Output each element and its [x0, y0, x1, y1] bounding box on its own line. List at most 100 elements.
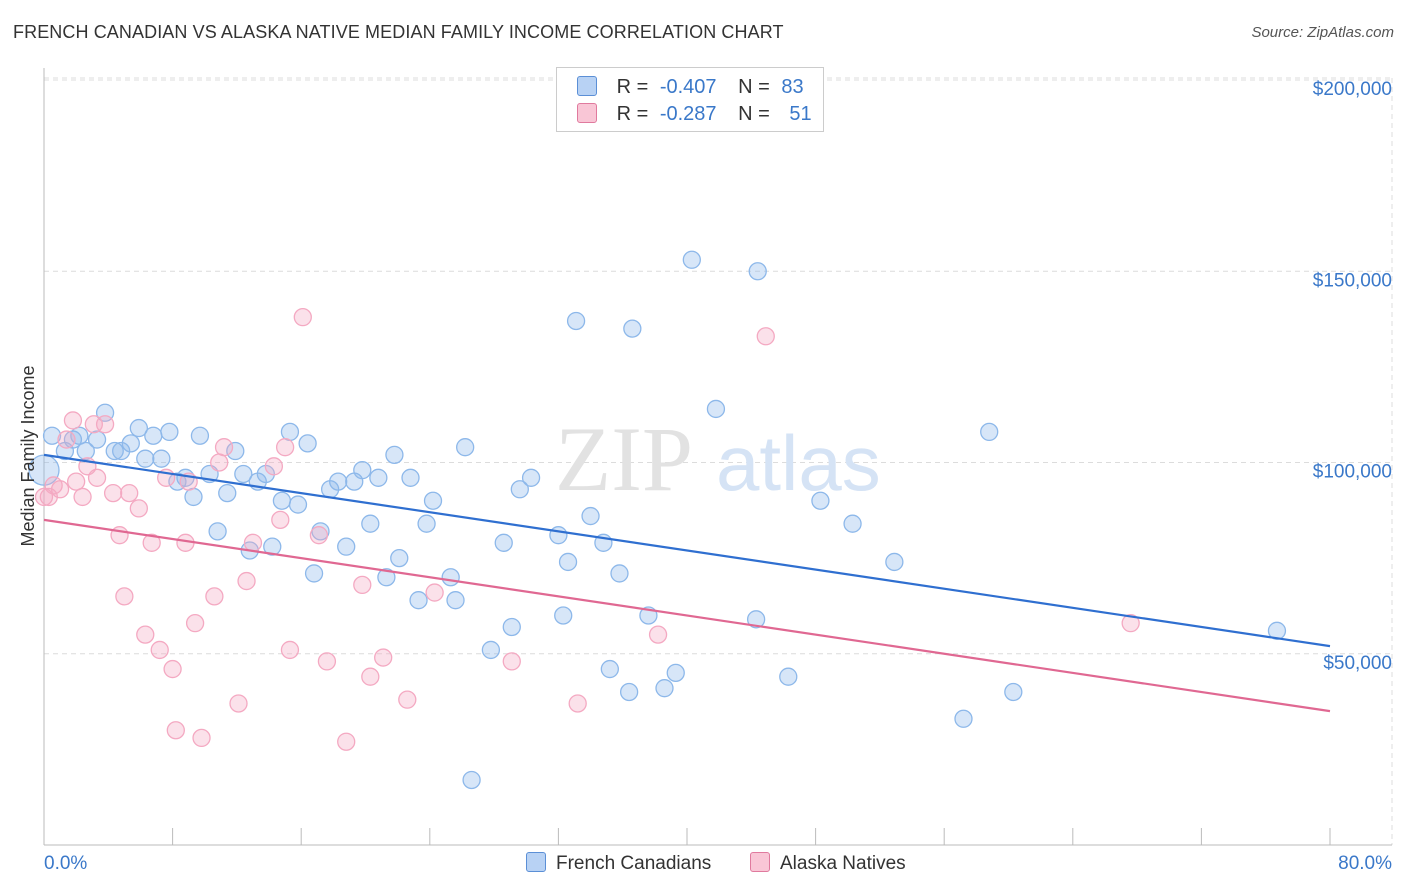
- data-point: [160, 422, 179, 442]
- correlation-legend: R = -0.407 N = 83 R = -0.287 N = 51: [556, 67, 824, 132]
- data-point: [280, 422, 300, 442]
- data-point: [554, 606, 573, 625]
- legend-n-label: N =: [738, 76, 770, 98]
- data-point: [309, 526, 329, 545]
- data-point: [214, 438, 234, 457]
- data-point: [57, 430, 76, 449]
- legend-n-value: 83: [781, 76, 804, 98]
- data-point: [103, 483, 123, 503]
- data-point: [87, 468, 107, 487]
- source-label: Source: ZipAtlas.com: [1251, 24, 1394, 41]
- data-point: [811, 491, 830, 510]
- watermark-zip: ZIP: [555, 408, 693, 510]
- data-point: [264, 457, 284, 476]
- data-point: [150, 640, 169, 660]
- data-point: [234, 464, 253, 484]
- bottom-legend-french-canadians: French Canadians: [526, 852, 711, 875]
- trend-lines: [43, 453, 1331, 713]
- data-point: [885, 552, 904, 572]
- data-point: [87, 430, 107, 449]
- axis-labels: $50,000 $100,000 $150,000 $200,000 0.0% 80.0%…: [18, 79, 1392, 874]
- data-point: [600, 659, 619, 679]
- data-point: [42, 426, 62, 445]
- chart-title: FRENCH CANADIAN VS ALASKA NATIVE MEDIAN …: [13, 22, 784, 42]
- data-point: [272, 491, 292, 510]
- data-point: [655, 679, 674, 698]
- data-point: [361, 667, 380, 686]
- data-point: [417, 514, 436, 533]
- data-point: [502, 652, 521, 671]
- data-point: [581, 506, 600, 526]
- data-point: [105, 441, 124, 461]
- data-point: [142, 533, 161, 552]
- data-point: [980, 422, 999, 442]
- series-alaska-natives: [34, 307, 1140, 751]
- data-point: [549, 526, 568, 545]
- data-point: [243, 533, 263, 552]
- data-point: [510, 480, 529, 499]
- data-point: [337, 732, 356, 751]
- legend-r-label: R =: [616, 76, 649, 98]
- data-point: [409, 591, 428, 610]
- watermark-atlas: atlas: [716, 419, 881, 507]
- data-point: [218, 483, 237, 503]
- data-point: [446, 591, 465, 610]
- data-point: [163, 659, 182, 679]
- data-point: [494, 533, 513, 552]
- watermark: ZIP atlas: [555, 408, 881, 510]
- data-point: [954, 709, 973, 728]
- data-point: [337, 537, 356, 556]
- data-point: [226, 441, 245, 461]
- legend-n-value: 51: [789, 103, 812, 125]
- data-point: [456, 438, 475, 457]
- data-point: [619, 682, 639, 702]
- data-point: [369, 468, 388, 487]
- data-point: [271, 510, 290, 530]
- trend-line: [43, 518, 1331, 713]
- data-point: [353, 460, 372, 480]
- data-point: [374, 648, 393, 667]
- y-tick-label: $100,000: [1313, 462, 1392, 483]
- bottom-legend-swatch-pink: [750, 852, 770, 872]
- data-point: [73, 487, 92, 507]
- data-point: [210, 453, 229, 472]
- data-point: [144, 426, 163, 445]
- data-point: [192, 728, 211, 748]
- data-point: [329, 472, 348, 491]
- data-point: [748, 262, 767, 281]
- data-point: [648, 625, 668, 644]
- data-point: [237, 571, 256, 591]
- data-point: [521, 468, 541, 487]
- data-point: [666, 663, 685, 683]
- bottom-legend-label: French Canadians: [556, 853, 712, 874]
- legend-r-label: R =: [616, 103, 649, 125]
- y-axis-label: Median Family Income: [18, 365, 38, 546]
- data-point: [67, 472, 86, 491]
- data-point: [398, 690, 417, 709]
- bottom-legend-alaska-natives: Alaska Natives: [750, 852, 906, 875]
- legend-swatch-blue: [577, 76, 597, 96]
- data-point: [390, 548, 409, 568]
- bottom-legend-swatch-blue: [526, 852, 546, 872]
- y-tick-label: $150,000: [1313, 270, 1392, 291]
- legend-row-french-canadians: R = -0.407 N = 83: [577, 76, 804, 99]
- data-point: [746, 610, 766, 629]
- data-point: [152, 449, 171, 468]
- data-point: [304, 564, 324, 583]
- legend-row-alaska-natives: R = -0.287 N = 51: [577, 103, 812, 126]
- data-point: [275, 438, 295, 457]
- data-point: [112, 441, 131, 461]
- data-point: [76, 441, 95, 461]
- data-point: [558, 552, 578, 572]
- data-point: [166, 721, 185, 740]
- data-point: [401, 468, 420, 487]
- data-point: [361, 514, 380, 533]
- data-point: [623, 319, 642, 338]
- data-point: [280, 640, 300, 660]
- y-tick-label: $50,000: [1323, 653, 1392, 674]
- data-point: [756, 327, 775, 346]
- legend-r-value: -0.407: [659, 76, 717, 98]
- axes: [43, 68, 1392, 846]
- data-point: [353, 575, 372, 595]
